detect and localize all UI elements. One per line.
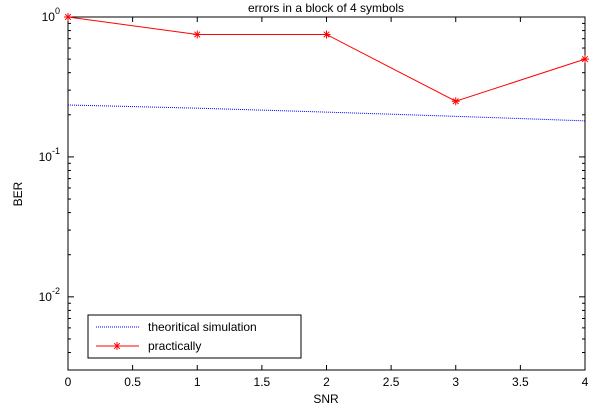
data-point-1-3 <box>451 97 460 106</box>
chart-title: errors in a block of 4 symbols <box>248 1 404 15</box>
legend: theoritical simulation practically <box>87 314 302 359</box>
data-point-1-1 <box>193 30 202 39</box>
marker-stroke <box>323 31 330 38</box>
plot-area <box>67 16 586 371</box>
series-line-0 <box>67 104 586 122</box>
x-tick-label: 1.5 <box>254 375 271 389</box>
x-axis-label: SNR <box>313 392 339 406</box>
data-point-1-4 <box>581 55 589 64</box>
x-tick-label: 2.5 <box>383 375 400 389</box>
legend-star <box>113 342 121 350</box>
x-tick-label: 3.5 <box>512 375 529 389</box>
y-tick-label: 10-2 <box>39 286 60 304</box>
legend-box <box>87 314 302 359</box>
x-tick-label: 1 <box>194 375 201 389</box>
legend-label-theoretical: theoritical simulation <box>148 320 257 334</box>
x-tick-label: 0.5 <box>124 375 141 389</box>
marker-stroke <box>452 98 459 105</box>
y-axis-label: BER <box>11 181 25 206</box>
x-tick-label: 4 <box>582 375 589 389</box>
series-layer <box>64 13 589 122</box>
legend-marker-star <box>113 342 121 350</box>
y-axis-ticks: 100 10-1 10-2 <box>39 6 585 371</box>
marker-stroke <box>581 55 589 63</box>
marker-stroke <box>194 31 201 38</box>
x-tick-label: 3 <box>452 375 459 389</box>
x-tick-label: 0 <box>65 375 72 389</box>
data-point-1-2 <box>322 30 331 39</box>
y-tick-label: 100 <box>42 6 60 24</box>
x-axis-ticks: 0 0.5 1 1.5 2 2.5 3 3.5 4 <box>65 17 589 389</box>
marker-stroke <box>64 13 72 21</box>
data-point-1-0 <box>64 13 72 21</box>
y-tick-label: 10-1 <box>39 146 60 164</box>
marker-stroke <box>113 342 121 350</box>
legend-label-practically: practically <box>148 339 201 353</box>
x-tick-label: 2 <box>323 375 330 389</box>
